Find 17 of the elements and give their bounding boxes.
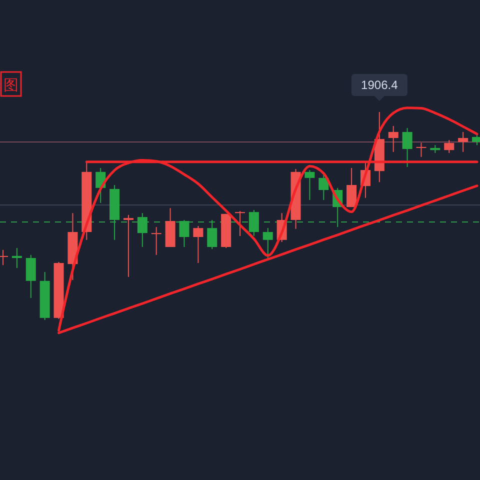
candlestick — [444, 140, 454, 154]
candlestick — [262, 228, 273, 259]
candlestick — [123, 214, 134, 278]
candlestick — [151, 226, 162, 256]
candlestick — [12, 248, 22, 268]
candlestick — [402, 128, 412, 168]
candlestick — [304, 170, 315, 200]
candlestick — [346, 167, 357, 208]
candlestick — [235, 210, 245, 236]
text: 图 — [4, 76, 18, 94]
candlestick — [388, 125, 398, 152]
candlestick — [416, 142, 426, 158]
annotation: 1906.4 — [361, 78, 398, 92]
candlestick — [318, 174, 329, 200]
candlestick — [458, 131, 468, 152]
candlestick — [26, 254, 36, 298]
candlestick — [193, 225, 204, 264]
